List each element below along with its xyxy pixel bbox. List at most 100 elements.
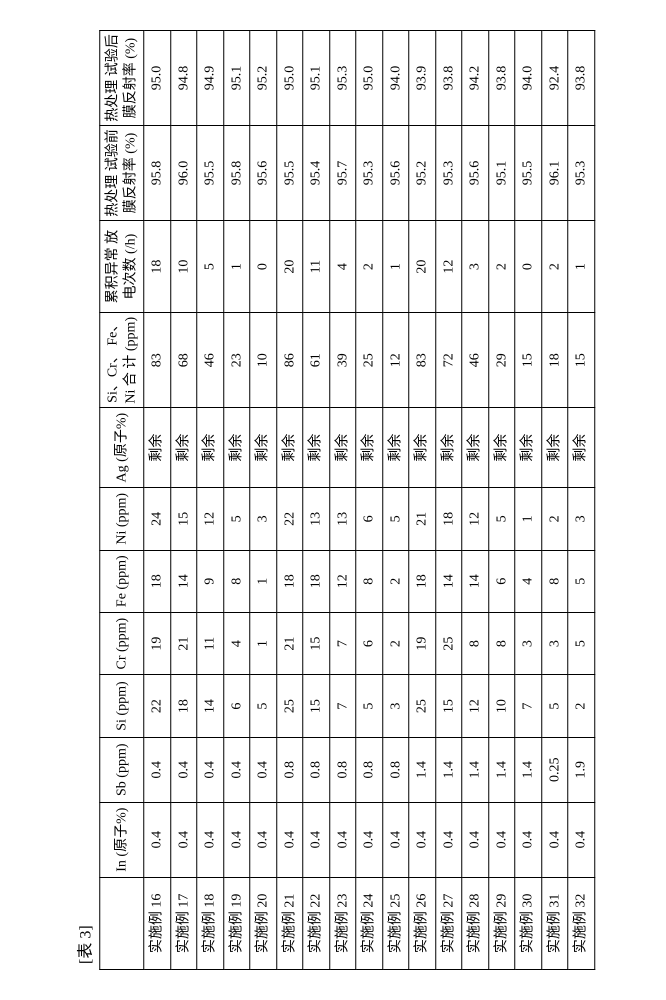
data-cell: 0.4	[170, 802, 197, 877]
data-cell: 93.8	[435, 31, 462, 126]
data-cell: 1	[515, 488, 542, 550]
row-label-cell: 实施例 30	[515, 877, 542, 969]
data-cell: 20	[276, 220, 303, 312]
data-cell: 25	[356, 313, 383, 408]
data-cell: 0.4	[144, 802, 171, 877]
data-cell: 95.7	[329, 126, 356, 221]
data-cell: 4	[329, 220, 356, 312]
data-cell: 96.1	[541, 126, 568, 221]
data-cell: 95.3	[435, 126, 462, 221]
data-cell: 21	[409, 488, 436, 550]
data-cell: 95.6	[462, 126, 489, 221]
table-row: 实施例 310.40.255382剩余18296.192.4	[541, 31, 568, 970]
data-cell: 95.5	[515, 126, 542, 221]
data-cell: 1.4	[515, 737, 542, 802]
data-cell: 13	[303, 488, 330, 550]
data-cell: 剩余	[488, 408, 515, 488]
data-cell: 剩余	[250, 408, 277, 488]
data-cell: 8	[541, 550, 568, 612]
data-cell: 7	[329, 612, 356, 674]
data-cell: 14	[197, 675, 224, 737]
data-cell: 0.4	[223, 737, 250, 802]
data-cell: 11	[303, 220, 330, 312]
table-body: 实施例 160.40.422191824剩余831895.895.0实施例 17…	[144, 31, 595, 970]
data-cell: 1	[382, 220, 409, 312]
table-row: 实施例 240.40.85686剩余25295.395.0	[356, 31, 383, 970]
col-header-after: 热处理 试验后 膜反射率 (%)	[100, 31, 144, 126]
data-cell: 1.4	[435, 737, 462, 802]
data-cell: 95.2	[250, 31, 277, 126]
table-row: 实施例 230.40.8771213剩余39495.795.3	[329, 31, 356, 970]
data-cell: 剩余	[170, 408, 197, 488]
data-cell: 5	[382, 488, 409, 550]
data-cell: 2	[382, 612, 409, 674]
data-cell: 0.4	[197, 802, 224, 877]
data-cell: 95.1	[223, 31, 250, 126]
data-cell: 8	[356, 550, 383, 612]
table-row: 实施例 300.41.47341剩余15095.594.0	[515, 31, 542, 970]
data-cell: 18	[435, 488, 462, 550]
data-cell: 剩余	[382, 408, 409, 488]
data-cell: 95.3	[329, 31, 356, 126]
data-cell: 8	[223, 550, 250, 612]
data-cell: 剩余	[568, 408, 595, 488]
data-cell: 3	[515, 612, 542, 674]
col-header-sb: Sb (ppm)	[100, 737, 144, 802]
data-cell: 94.9	[197, 31, 224, 126]
data-cell: 95.4	[303, 126, 330, 221]
data-cell: 剩余	[223, 408, 250, 488]
data-cell: 18	[144, 550, 171, 612]
data-cell: 95.6	[250, 126, 277, 221]
data-cell: 95.8	[223, 126, 250, 221]
data-cell: 25	[276, 675, 303, 737]
data-cell: 1	[250, 612, 277, 674]
data-cell: 0.4	[356, 802, 383, 877]
data-cell: 93.8	[568, 31, 595, 126]
row-label-cell: 实施例 31	[541, 877, 568, 969]
col-header-label	[100, 877, 144, 969]
data-cell: 0.8	[303, 737, 330, 802]
row-label-cell: 实施例 26	[409, 877, 436, 969]
data-cell: 5	[568, 550, 595, 612]
row-label-cell: 实施例 22	[303, 877, 330, 969]
data-cell: 1.4	[462, 737, 489, 802]
table-row: 实施例 190.40.46485剩余23195.895.1	[223, 31, 250, 970]
data-cell: 3	[541, 612, 568, 674]
col-header-si: Si (ppm)	[100, 675, 144, 737]
col-header-cr: Cr (ppm)	[100, 612, 144, 674]
data-cell: 4	[223, 612, 250, 674]
data-cell: 94.0	[382, 31, 409, 126]
data-cell: 5	[197, 220, 224, 312]
data-cell: 0.4	[250, 802, 277, 877]
data-cell: 6	[356, 488, 383, 550]
data-cell: 0.4	[197, 737, 224, 802]
data-cell: 0.4	[568, 802, 595, 877]
data-cell: 5	[223, 488, 250, 550]
data-cell: 24	[144, 488, 171, 550]
data-cell: 2	[356, 220, 383, 312]
data-cell: 94.8	[170, 31, 197, 126]
data-cell: 7	[515, 675, 542, 737]
data-cell: 12	[462, 488, 489, 550]
data-cell: 96.0	[170, 126, 197, 221]
data-cell: 21	[276, 612, 303, 674]
data-cell: 0.4	[276, 802, 303, 877]
table-row: 实施例 160.40.422191824剩余831895.895.0	[144, 31, 171, 970]
data-cell: 1	[568, 220, 595, 312]
col-header-ag: Ag (原子%)	[100, 408, 144, 488]
data-cell: 2	[541, 220, 568, 312]
data-cell: 3	[250, 488, 277, 550]
data-cell: 95.0	[144, 31, 171, 126]
row-label-cell: 实施例 18	[197, 877, 224, 969]
data-cell: 0.8	[276, 737, 303, 802]
data-cell: 6	[356, 612, 383, 674]
data-cell: 93.9	[409, 31, 436, 126]
data-cell: 1.4	[488, 737, 515, 802]
table-row: 实施例 200.40.45113剩余10095.695.2	[250, 31, 277, 970]
data-cell: 86	[276, 313, 303, 408]
table-row: 实施例 280.41.41281412剩余46395.694.2	[462, 31, 489, 970]
data-cell: 95.3	[568, 126, 595, 221]
data-cell: 93.8	[488, 31, 515, 126]
data-cell: 83	[144, 313, 171, 408]
data-cell: 13	[329, 488, 356, 550]
